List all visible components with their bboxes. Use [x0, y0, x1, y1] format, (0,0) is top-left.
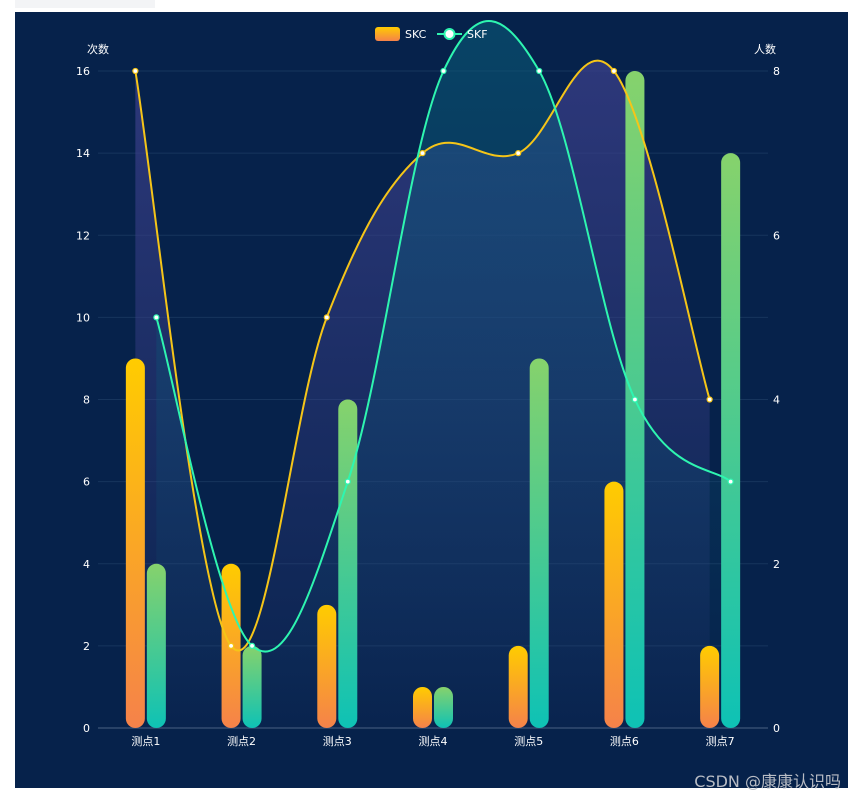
x-tick-label: 测点7	[706, 735, 735, 748]
y-left-tick-label: 8	[83, 394, 90, 407]
y-left-tick-label: 2	[83, 640, 90, 653]
y-left-axis-name: 次数	[87, 42, 109, 56]
x-tick-label: 测点3	[323, 735, 352, 748]
y-left-tick-label: 4	[83, 558, 90, 571]
line-point-skf	[727, 478, 734, 485]
y-right-axis-name: 人数	[754, 43, 776, 56]
line-point-skf	[536, 67, 543, 75]
bar-skc	[317, 604, 337, 728]
bar-skf	[146, 563, 166, 728]
legend-label-skf: SKF	[467, 28, 488, 41]
line-point-skc	[419, 150, 426, 157]
bar-skc	[125, 358, 145, 728]
watermark: CSDN @康康认识吗	[694, 772, 841, 791]
y-left-tick-label: 14	[76, 147, 90, 160]
bar-skf	[434, 686, 453, 728]
x-tick-label: 测点4	[419, 735, 448, 748]
bar-skf	[242, 645, 262, 728]
bar-skc	[604, 481, 624, 728]
line-point-skc	[515, 150, 522, 157]
y-left-tick-label: 16	[76, 65, 90, 78]
bar-skf	[529, 358, 549, 728]
legend-label-skc: SKC	[405, 28, 427, 41]
y-left-tick-label: 12	[76, 229, 90, 242]
y-right-tick-label: 6	[773, 229, 780, 242]
y-right-tick-label: 4	[773, 394, 780, 407]
line-point-skf	[440, 67, 447, 75]
y-right-tick-label: 0	[773, 722, 780, 735]
bar-skf	[721, 153, 741, 728]
line-point-skf	[344, 478, 351, 485]
y-right-tick-label: 2	[773, 558, 780, 571]
y-left-tick-label: 6	[83, 476, 90, 489]
line-point-skc	[132, 67, 139, 75]
x-tick-label: 测点2	[227, 735, 256, 748]
line-point-skc	[610, 67, 618, 75]
line-skc	[134, 59, 711, 652]
bar-skf	[338, 399, 358, 728]
line-point-skc	[227, 642, 235, 649]
x-tick-label: 测点1	[131, 735, 160, 748]
y-left-tick-label: 10	[76, 311, 90, 324]
y-right-tick-label: 8	[773, 65, 780, 78]
bar-skc	[700, 645, 720, 728]
line-point-skc	[706, 396, 713, 403]
y-left-tick-label: 0	[83, 722, 90, 735]
x-tick-label: 测点6	[610, 735, 639, 748]
legend-swatch-skc	[375, 27, 400, 41]
line-point-skc	[323, 314, 330, 321]
line-point-skf	[248, 642, 256, 649]
line-skf	[155, 20, 732, 653]
line-area-skf	[156, 20, 731, 729]
legend-marker-skf	[443, 28, 456, 40]
x-tick-label: 测点5	[514, 735, 543, 748]
top-tab-stub	[15, 0, 155, 8]
line-point-skf	[153, 314, 160, 321]
bar-skc	[508, 645, 528, 728]
bar-skc	[413, 686, 432, 728]
line-point-skf	[631, 396, 639, 403]
